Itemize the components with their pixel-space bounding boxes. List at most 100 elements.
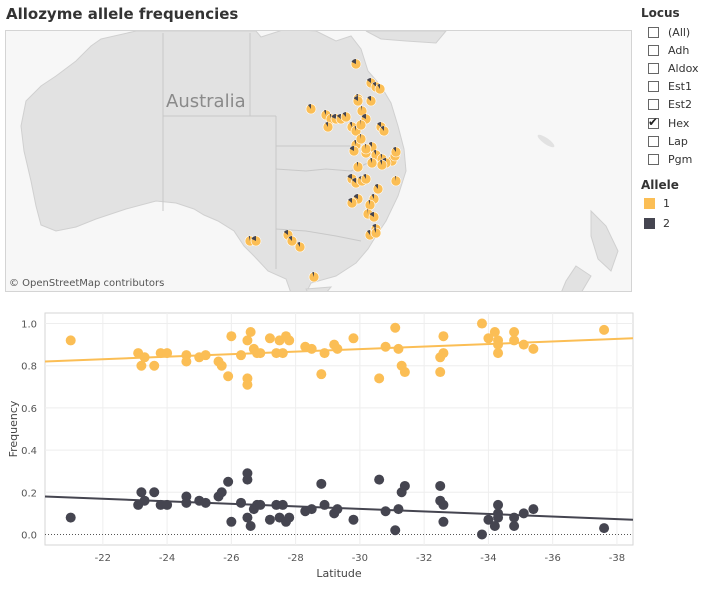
data-point[interactable]: [493, 499, 504, 510]
data-point[interactable]: [200, 497, 211, 508]
data-point[interactable]: [242, 335, 253, 346]
checkbox[interactable]: [648, 153, 659, 165]
data-point[interactable]: [284, 335, 295, 346]
data-point[interactable]: [136, 487, 147, 498]
data-point[interactable]: [599, 523, 610, 534]
data-point[interactable]: [149, 360, 160, 371]
data-point[interactable]: [162, 348, 173, 359]
data-point[interactable]: [319, 348, 330, 359]
data-point[interactable]: [348, 333, 359, 344]
data-point[interactable]: [236, 497, 246, 508]
data-point[interactable]: [509, 326, 520, 337]
data-point[interactable]: [438, 499, 449, 510]
map-pie-marker[interactable]: [294, 241, 306, 253]
data-point[interactable]: [438, 516, 449, 527]
data-point[interactable]: [374, 373, 385, 384]
data-point[interactable]: [493, 512, 504, 523]
data-point[interactable]: [348, 514, 359, 525]
data-point[interactable]: [277, 348, 288, 359]
data-point[interactable]: [599, 324, 610, 335]
data-point[interactable]: [509, 521, 520, 532]
map-pie-marker[interactable]: [370, 227, 382, 239]
filter-option-all[interactable]: (All): [648, 24, 690, 40]
filter-option-lap[interactable]: Lap: [648, 133, 688, 149]
data-point[interactable]: [435, 480, 446, 491]
data-point[interactable]: [489, 326, 500, 337]
map-pie-marker[interactable]: [350, 58, 362, 70]
data-point[interactable]: [223, 371, 234, 382]
data-point[interactable]: [255, 348, 266, 359]
data-point[interactable]: [216, 360, 227, 371]
map-pie-marker[interactable]: [390, 146, 402, 158]
data-point[interactable]: [242, 379, 253, 390]
data-point[interactable]: [277, 499, 288, 510]
data-point[interactable]: [264, 333, 275, 344]
map-pie-marker[interactable]: [364, 199, 376, 211]
map-pie-marker[interactable]: [348, 145, 360, 157]
map-pie-marker[interactable]: [352, 95, 364, 107]
scatter-plot[interactable]: 0.0 0.2 0.4 0.6 0.8 1.0 -22 -24 -26 -28 -30 -32 -34 -…: [5, 305, 635, 590]
data-point[interactable]: [493, 348, 504, 359]
data-point[interactable]: [65, 512, 76, 523]
data-point[interactable]: [476, 318, 487, 329]
data-point[interactable]: [236, 350, 246, 361]
data-point[interactable]: [216, 487, 227, 498]
map-pie-marker[interactable]: [355, 133, 367, 145]
checkbox[interactable]: [648, 26, 659, 38]
map-pie-marker[interactable]: [360, 143, 372, 155]
map-pie-marker[interactable]: [322, 121, 334, 133]
map-pie-marker[interactable]: [365, 95, 377, 107]
data-point[interactable]: [162, 499, 173, 510]
data-point[interactable]: [393, 343, 404, 354]
map-pie-marker[interactable]: [346, 197, 358, 209]
data-point[interactable]: [284, 512, 295, 523]
data-point[interactable]: [306, 504, 317, 515]
data-point[interactable]: [390, 322, 401, 333]
map-pie-marker[interactable]: [355, 119, 367, 131]
filter-option-pgm[interactable]: Pgm: [648, 151, 692, 167]
map-pie-marker[interactable]: [378, 125, 390, 137]
map-pie-marker[interactable]: [352, 161, 364, 173]
data-point[interactable]: [493, 335, 504, 346]
data-point[interactable]: [489, 521, 500, 532]
data-point[interactable]: [242, 512, 253, 523]
data-point[interactable]: [483, 333, 494, 344]
data-point[interactable]: [223, 476, 234, 487]
map-attribution[interactable]: © OpenStreetMap contributors: [9, 278, 165, 289]
data-point[interactable]: [390, 525, 401, 536]
data-point[interactable]: [528, 504, 539, 515]
map-pie-marker[interactable]: [372, 183, 384, 195]
data-point[interactable]: [319, 499, 330, 510]
data-point[interactable]: [245, 326, 256, 337]
map-pie-marker[interactable]: [390, 175, 402, 187]
data-point[interactable]: [435, 367, 446, 378]
map-pie-marker[interactable]: [250, 235, 262, 247]
data-point[interactable]: [226, 516, 237, 527]
data-point[interactable]: [518, 508, 529, 519]
data-point[interactable]: [374, 474, 385, 485]
data-point[interactable]: [245, 521, 256, 532]
data-point[interactable]: [399, 480, 410, 491]
data-point[interactable]: [399, 367, 410, 378]
data-point[interactable]: [136, 360, 147, 371]
data-point[interactable]: [316, 369, 327, 380]
map-pie-marker[interactable]: [360, 173, 372, 185]
data-point[interactable]: [476, 529, 487, 540]
map-pie-marker[interactable]: [376, 159, 388, 171]
map-pie-marker[interactable]: [305, 103, 317, 115]
data-point[interactable]: [139, 495, 150, 506]
data-point[interactable]: [438, 331, 449, 342]
data-point[interactable]: [242, 468, 253, 479]
filter-option-aldox[interactable]: Aldox: [648, 60, 698, 76]
data-point[interactable]: [226, 331, 237, 342]
data-point[interactable]: [509, 512, 520, 523]
data-point[interactable]: [200, 350, 211, 361]
data-point[interactable]: [332, 343, 343, 354]
data-point[interactable]: [380, 506, 391, 517]
data-point[interactable]: [316, 478, 327, 489]
checkbox[interactable]: [648, 99, 659, 111]
checkbox[interactable]: [648, 81, 659, 93]
map-pie-marker[interactable]: [366, 157, 378, 169]
data-point[interactable]: [332, 504, 343, 515]
filter-option-est1[interactable]: Est1: [648, 79, 692, 95]
